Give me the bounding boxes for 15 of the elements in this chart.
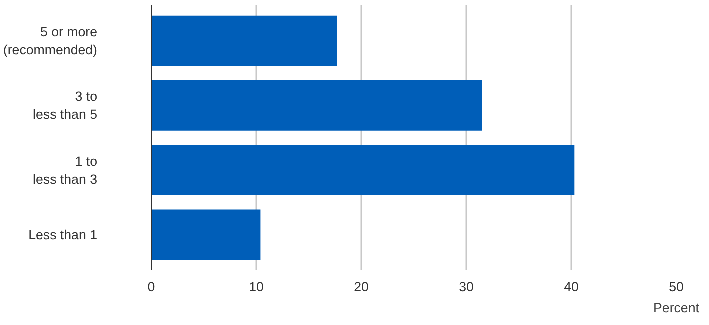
x-axis-title: Percent [654, 300, 700, 316]
x-tick-label: 0 [148, 280, 156, 294]
y-tick-label: 5 or more (recommended) [3, 24, 98, 58]
x-tick-label: 50 [669, 280, 684, 294]
bar [152, 80, 482, 131]
y-tick-label: 1 to less than 3 [33, 154, 98, 187]
x-tick-label: 10 [249, 280, 264, 294]
bar [152, 210, 261, 260]
y-tick-label: 3 to less than 5 [33, 89, 98, 122]
bar [152, 145, 575, 196]
y-tick-label: Less than 1 [28, 227, 98, 242]
bar [152, 16, 338, 66]
x-tick-label: 30 [459, 280, 474, 294]
x-tick-label: 40 [564, 280, 579, 294]
x-tick-label: 20 [354, 280, 369, 294]
